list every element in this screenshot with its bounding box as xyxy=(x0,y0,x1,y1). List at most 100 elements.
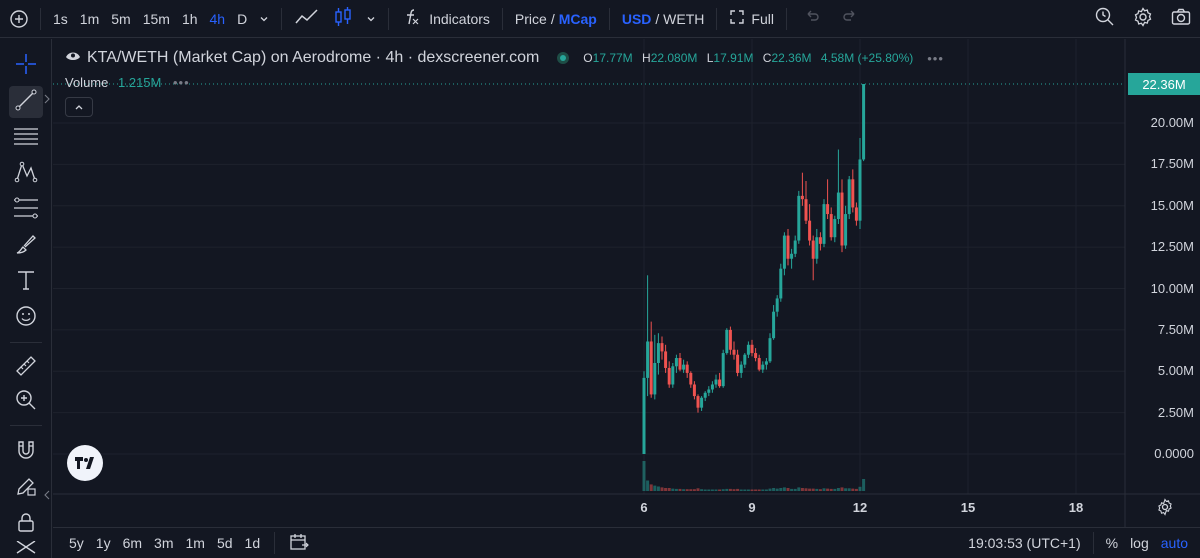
price-label: Price xyxy=(514,10,547,27)
trend-line-tool[interactable] xyxy=(0,85,52,119)
volume-bar xyxy=(685,489,689,491)
text-tool[interactable] xyxy=(0,265,52,299)
range-5y[interactable]: 5y xyxy=(69,535,84,551)
legend-more-button[interactable]: ••• xyxy=(927,50,944,66)
candle-body xyxy=(678,358,682,370)
volume-bar xyxy=(811,488,815,491)
volume-bar xyxy=(671,488,675,491)
fullscreen-button[interactable]: Full xyxy=(723,0,780,38)
volume-bar xyxy=(797,487,801,491)
price-chart[interactable] xyxy=(53,39,1200,527)
interval-1m[interactable]: 1m xyxy=(79,10,100,27)
go-to-date-button[interactable] xyxy=(283,533,315,554)
interval-d[interactable]: D xyxy=(237,10,248,27)
add-symbol-button[interactable] xyxy=(0,0,38,38)
log-scale-toggle[interactable]: log xyxy=(1130,535,1149,551)
range-5d[interactable]: 5d xyxy=(216,535,233,551)
range-3m[interactable]: 3m xyxy=(154,535,174,551)
axis-settings-button[interactable] xyxy=(1156,498,1174,521)
range-1m[interactable]: 1m xyxy=(185,535,205,551)
collapse-legend-button[interactable] xyxy=(65,97,93,117)
candles-chart-button[interactable] xyxy=(326,0,360,38)
volume-bar xyxy=(804,488,808,491)
volume-bar xyxy=(674,488,678,491)
volume-bar xyxy=(764,489,768,491)
candle-body xyxy=(808,220,812,241)
brush-tool[interactable] xyxy=(0,229,52,263)
quick-search-button[interactable] xyxy=(1086,0,1124,38)
function-icon xyxy=(401,7,421,30)
candle-body xyxy=(833,219,837,238)
zoom-tool[interactable] xyxy=(0,385,52,419)
undo-button[interactable] xyxy=(793,0,831,38)
redo-button[interactable] xyxy=(831,0,869,38)
toolbar-divider xyxy=(1092,532,1094,554)
percent-scale-toggle[interactable]: % xyxy=(1105,535,1119,551)
settings-button[interactable] xyxy=(1124,0,1162,38)
lock-all-tool[interactable] xyxy=(0,507,52,541)
candle-body xyxy=(851,179,855,208)
tool-divider xyxy=(10,425,42,426)
range-1d[interactable]: 1d xyxy=(244,535,261,551)
full-label: Full xyxy=(751,10,774,27)
low-value: 17.91M xyxy=(713,51,754,65)
volume-more-button[interactable]: ••• xyxy=(173,75,190,90)
price-mcap-toggle[interactable]: Price / MCap xyxy=(509,0,603,38)
candle-body xyxy=(700,397,704,408)
chart-type-dropdown-button[interactable] xyxy=(360,0,382,38)
tradingview-logo[interactable] xyxy=(67,445,103,481)
candle-body xyxy=(739,364,743,373)
pencil-lock-icon xyxy=(14,474,38,503)
line-chart-button[interactable] xyxy=(288,0,326,38)
volume-bar xyxy=(815,488,819,491)
measure-tool[interactable] xyxy=(0,351,52,385)
snapshot-button[interactable] xyxy=(1162,0,1200,38)
volume-bar xyxy=(750,489,754,491)
currency-toggle[interactable]: USD / WETH xyxy=(616,0,711,38)
usd-label: USD xyxy=(621,10,652,27)
pattern-tool[interactable] xyxy=(0,157,52,191)
interval-dropdown-button[interactable] xyxy=(253,0,275,38)
expand-arrow-icon[interactable] xyxy=(44,91,50,109)
volume-bar xyxy=(710,489,714,491)
candle-body xyxy=(822,204,826,244)
y-tick-label: 7.50M xyxy=(1157,321,1194,337)
volume-bar xyxy=(696,488,700,491)
search-clock-icon xyxy=(1094,6,1116,31)
interval-4h[interactable]: 4h xyxy=(209,10,226,27)
volume-bar xyxy=(808,488,812,491)
hide-drawings-tool[interactable] xyxy=(0,541,52,558)
clock-display[interactable]: 19:03:53 (UTC+1) xyxy=(968,535,1081,551)
magnet-tool[interactable] xyxy=(0,435,52,469)
horizontal-lines-tool[interactable] xyxy=(0,121,52,155)
fib-tool[interactable] xyxy=(0,193,52,227)
expand-arrow-icon[interactable] xyxy=(44,487,50,505)
volume-bar xyxy=(736,488,740,491)
candle-body xyxy=(674,358,678,367)
auto-scale-toggle[interactable]: auto xyxy=(1160,535,1188,551)
interval-1s[interactable]: 1s xyxy=(53,10,68,27)
volume-legend: Volume 1.215M ••• xyxy=(65,75,190,90)
range-6m[interactable]: 6m xyxy=(122,535,143,551)
volume-bar xyxy=(707,489,711,491)
chart-area[interactable]: KTA/WETH (Market Cap) on Aerodrome · 4h … xyxy=(53,39,1200,558)
toolbar-divider xyxy=(785,7,787,30)
ohlc-values: O17.77M H22.080M L17.91M C22.36M 4.58M (… xyxy=(583,51,919,65)
indicators-button[interactable]: Indicators xyxy=(395,0,496,38)
volume-bar xyxy=(646,480,650,491)
chevron-up-icon xyxy=(74,98,84,116)
range-1y[interactable]: 1y xyxy=(95,535,111,551)
candle-body xyxy=(757,358,761,370)
interval-1h[interactable]: 1h xyxy=(181,10,198,27)
crosshair-tool[interactable] xyxy=(0,49,52,83)
candle-body xyxy=(736,354,740,373)
candle-body xyxy=(664,351,668,368)
lock-drawing-tool[interactable] xyxy=(0,471,52,505)
interval-5m[interactable]: 5m xyxy=(111,10,131,27)
volume-bar xyxy=(793,488,797,491)
interval-15m[interactable]: 15m xyxy=(142,10,170,27)
candle-body xyxy=(815,237,819,259)
magnet-icon xyxy=(14,438,38,467)
mcap-label: MCap xyxy=(558,10,597,27)
emoji-tool[interactable] xyxy=(0,301,52,335)
